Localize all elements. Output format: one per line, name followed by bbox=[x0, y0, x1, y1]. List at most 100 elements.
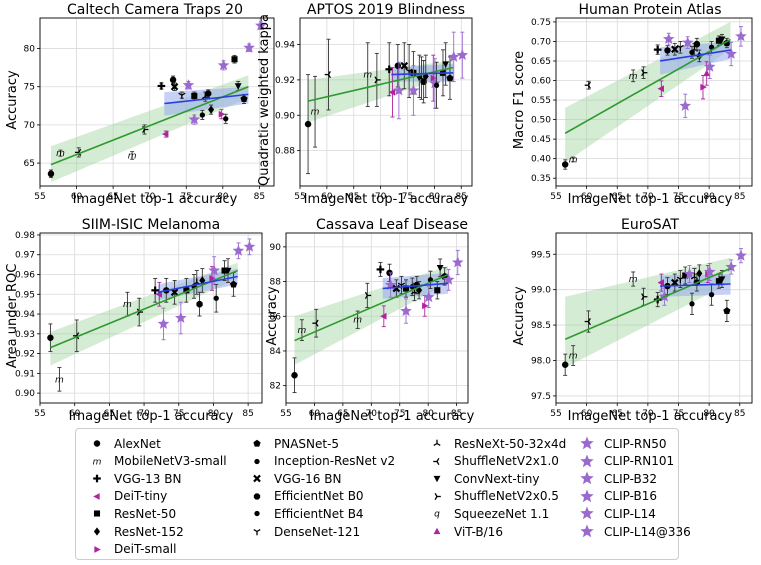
data-point bbox=[191, 92, 198, 99]
y-tick-label: 0.91 bbox=[15, 369, 35, 379]
legend-marker-icon bbox=[246, 453, 268, 470]
data-point bbox=[580, 454, 594, 467]
y-tick-label: 0.98 bbox=[15, 231, 35, 241]
data-point bbox=[234, 83, 242, 90]
x-tick-label: 75 bbox=[181, 192, 192, 202]
legend-item: m MobileNetV3-small bbox=[86, 453, 227, 470]
axes-frame bbox=[555, 232, 753, 404]
legend-label: SqueezeNet 1.1 bbox=[454, 506, 550, 521]
legend-item: VGG-13 BN bbox=[86, 470, 181, 487]
x-tick-label: 75 bbox=[402, 192, 413, 202]
x-tick-label: 85 bbox=[254, 192, 265, 202]
data-point bbox=[240, 95, 248, 103]
data-point bbox=[47, 170, 55, 178]
data-point bbox=[182, 79, 195, 91]
data-point bbox=[693, 41, 701, 48]
data-point bbox=[653, 45, 662, 54]
y-tick-label: 82 bbox=[270, 382, 281, 392]
y-tick-label: 0.70 bbox=[531, 37, 551, 47]
data-point bbox=[664, 47, 671, 54]
x-tick-label: 75 bbox=[173, 409, 184, 419]
legend-item: ResNeXt-50-32x4d bbox=[426, 435, 566, 452]
legend-marker-icon bbox=[426, 453, 448, 470]
blue-regression-line bbox=[157, 275, 238, 294]
data-point bbox=[324, 71, 331, 79]
svg-text:m: m bbox=[569, 352, 578, 362]
y-tick-label: 98.5 bbox=[531, 321, 551, 331]
green-regression-line bbox=[50, 85, 249, 166]
legend-item: AlexNet bbox=[86, 435, 161, 452]
data-point bbox=[205, 90, 212, 97]
x-tick-label: 85 bbox=[734, 409, 745, 419]
legend-label: ShuffleNetV2x0.5 bbox=[454, 489, 559, 504]
data-point bbox=[402, 285, 410, 292]
data-point bbox=[689, 49, 695, 56]
error-bar bbox=[571, 156, 576, 163]
x-tick-label: 80 bbox=[703, 192, 715, 202]
legend-item: VGG-16 BN bbox=[246, 470, 341, 487]
x-axis-label: ImageNet top-1 accuracy bbox=[568, 409, 733, 424]
data-point bbox=[253, 474, 261, 483]
data-point bbox=[208, 264, 220, 276]
legend-label: EfficientNet B0 bbox=[274, 489, 364, 504]
y-tick-label: 0.97 bbox=[15, 251, 35, 261]
data-point bbox=[253, 493, 261, 500]
subplot-cassava-leaf-disease: Cassava Leaf Disease ImageNet top-1 accu… bbox=[265, 217, 475, 424]
subplot-title: EuroSAT bbox=[621, 217, 679, 233]
data-point bbox=[231, 56, 238, 63]
legend-label: CLIP-RN101 bbox=[604, 454, 675, 469]
data-point bbox=[254, 458, 260, 464]
x-tick-label: 55 bbox=[294, 192, 305, 202]
legend-marker-icon bbox=[426, 435, 448, 452]
y-axis-label: Accuracy bbox=[5, 70, 20, 130]
x-tick-label: 65 bbox=[612, 192, 623, 202]
data-point bbox=[93, 510, 101, 517]
data-point bbox=[735, 30, 747, 42]
data-point bbox=[723, 307, 731, 314]
data-point: m bbox=[93, 457, 102, 467]
data-point bbox=[451, 256, 464, 268]
data-point: m bbox=[311, 108, 320, 118]
x-tick-label: 60 bbox=[69, 409, 81, 419]
data-point bbox=[580, 524, 594, 538]
x-tick-label: 60 bbox=[309, 409, 321, 419]
y-tick-label: 80 bbox=[24, 45, 36, 55]
error-bar bbox=[631, 69, 636, 83]
data-point bbox=[442, 273, 455, 285]
legend-label: DenseNet-121 bbox=[274, 524, 361, 539]
data-point bbox=[433, 457, 440, 465]
legend-marker-icon bbox=[86, 435, 108, 452]
data-point bbox=[561, 361, 569, 368]
legend-marker-icon bbox=[426, 523, 448, 540]
data-point bbox=[422, 302, 429, 310]
x-tick-label: 70 bbox=[138, 409, 150, 419]
legend-item: q SqueezeNet 1.1 bbox=[426, 505, 549, 522]
x-tick-label: 55 bbox=[550, 409, 561, 419]
legend-marker-icon bbox=[86, 505, 108, 522]
x-tick-label: 80 bbox=[703, 409, 715, 419]
data-point bbox=[157, 317, 170, 329]
legend-marker-icon bbox=[86, 470, 108, 487]
x-axis-label: ImageNet top-1 accuracy bbox=[304, 192, 469, 207]
data-point bbox=[433, 476, 441, 483]
data-point bbox=[178, 92, 186, 99]
svg-text:m: m bbox=[55, 375, 64, 385]
y-tick-label: 0.75 bbox=[531, 18, 551, 28]
data-point bbox=[255, 19, 267, 31]
error-bar bbox=[631, 271, 636, 287]
data-point bbox=[433, 82, 440, 88]
x-tick-label: 60 bbox=[581, 192, 593, 202]
legend-label: CLIP-L14@336 bbox=[604, 524, 691, 539]
data-point bbox=[400, 61, 409, 70]
legend-marker-icon bbox=[246, 523, 268, 540]
legend-label: CLIP-RN50 bbox=[604, 436, 667, 451]
legend-marker-icon bbox=[426, 488, 448, 505]
legend-marker-icon bbox=[86, 488, 108, 505]
subplot-title: Human Protein Atlas bbox=[578, 2, 721, 18]
blue-regression-line bbox=[391, 72, 454, 76]
y-tick-label: 98.0 bbox=[531, 357, 551, 367]
data-point bbox=[657, 279, 665, 287]
subplot-title: APTOS 2019 Blindness bbox=[307, 2, 465, 18]
data-point bbox=[683, 268, 696, 280]
legend-marker-icon bbox=[246, 488, 268, 505]
